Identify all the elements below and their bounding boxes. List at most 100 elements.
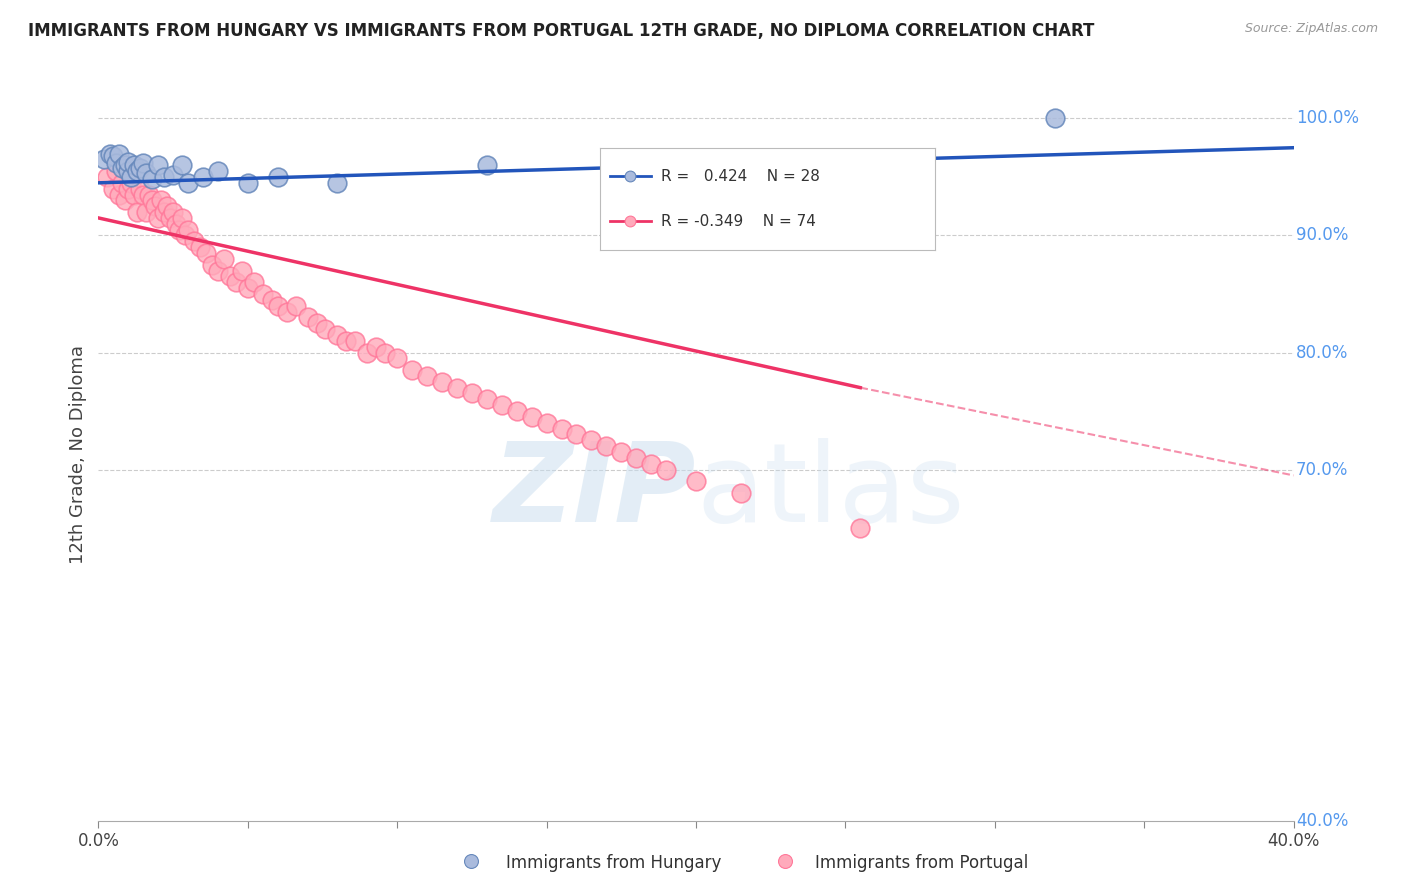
Y-axis label: 12th Grade, No Diploma: 12th Grade, No Diploma	[69, 345, 87, 565]
Point	[619, 169, 641, 184]
Point	[520, 409, 543, 424]
Point	[267, 299, 290, 313]
Point	[148, 158, 170, 172]
Point	[93, 153, 115, 167]
Point	[129, 182, 152, 196]
Point	[252, 287, 274, 301]
Point	[260, 293, 283, 307]
Point	[117, 154, 139, 169]
Point	[105, 164, 128, 178]
Point	[231, 263, 253, 277]
Point	[315, 322, 337, 336]
Point	[401, 363, 423, 377]
Point	[225, 275, 247, 289]
Text: Immigrants from Portugal: Immigrants from Portugal	[815, 855, 1029, 872]
Text: Immigrants from Hungary: Immigrants from Hungary	[506, 855, 721, 872]
Text: 100.0%: 100.0%	[1296, 110, 1360, 128]
Point	[550, 421, 572, 435]
Point	[103, 182, 125, 196]
Point	[96, 169, 118, 184]
Point	[111, 176, 134, 190]
Point	[430, 375, 453, 389]
Point	[276, 304, 298, 318]
Text: 80.0%: 80.0%	[1296, 343, 1348, 361]
Point	[212, 252, 235, 266]
Point	[105, 156, 128, 170]
Point	[461, 386, 484, 401]
Point	[506, 404, 529, 418]
Point	[610, 445, 633, 459]
Point	[416, 368, 439, 383]
Point	[201, 258, 224, 272]
Point	[685, 475, 707, 489]
Point	[162, 168, 184, 182]
Point	[356, 345, 378, 359]
Point	[219, 269, 242, 284]
Point	[141, 194, 163, 208]
Point	[156, 199, 179, 213]
Point	[374, 345, 396, 359]
Text: 90.0%: 90.0%	[1296, 227, 1348, 244]
Point	[127, 164, 149, 178]
Point	[385, 351, 409, 366]
Point	[120, 176, 142, 190]
Point	[475, 158, 498, 172]
Point	[188, 240, 211, 254]
Point	[132, 156, 155, 170]
Point	[344, 334, 367, 348]
Point	[153, 205, 176, 219]
Point	[167, 222, 190, 236]
Point	[194, 246, 218, 260]
Point	[111, 161, 134, 175]
Point	[103, 149, 125, 163]
Point	[595, 439, 617, 453]
Point	[172, 211, 194, 225]
Point	[655, 462, 678, 476]
Point	[135, 205, 157, 219]
Point	[849, 521, 872, 535]
Point	[177, 222, 200, 236]
Point	[132, 187, 155, 202]
Point	[207, 263, 229, 277]
Point	[243, 275, 266, 289]
Point	[475, 392, 498, 407]
Point	[207, 164, 229, 178]
Point	[174, 228, 197, 243]
Text: R = -0.349    N = 74: R = -0.349 N = 74	[661, 214, 815, 229]
Point	[773, 854, 796, 868]
Point	[491, 398, 513, 412]
Point	[172, 158, 194, 172]
Point	[108, 146, 131, 161]
Point	[114, 158, 136, 172]
Point	[138, 187, 160, 202]
Point	[108, 187, 131, 202]
Point	[117, 182, 139, 196]
Point	[150, 194, 173, 208]
Point	[267, 169, 290, 184]
Text: ZIP: ZIP	[492, 438, 696, 545]
Point	[581, 434, 603, 448]
Point	[326, 328, 349, 343]
Point	[624, 450, 647, 465]
Point	[640, 457, 662, 471]
Text: IMMIGRANTS FROM HUNGARY VS IMMIGRANTS FROM PORTUGAL 12TH GRADE, NO DIPLOMA CORRE: IMMIGRANTS FROM HUNGARY VS IMMIGRANTS FR…	[28, 22, 1094, 40]
Point	[153, 169, 176, 184]
Point	[124, 158, 146, 172]
Point	[135, 166, 157, 180]
Point	[117, 164, 139, 178]
Point	[141, 172, 163, 186]
Point	[297, 310, 319, 325]
Point	[1043, 112, 1066, 126]
Point	[114, 194, 136, 208]
Point	[730, 486, 752, 500]
Point	[236, 281, 259, 295]
Point	[366, 340, 388, 354]
Point	[326, 176, 349, 190]
Point	[191, 169, 214, 184]
Text: Source: ZipAtlas.com: Source: ZipAtlas.com	[1244, 22, 1378, 36]
Point	[162, 205, 184, 219]
Point	[305, 316, 328, 330]
Point	[284, 299, 307, 313]
Text: R =   0.424    N = 28: R = 0.424 N = 28	[661, 169, 820, 184]
Text: 40.0%: 40.0%	[1296, 812, 1348, 830]
